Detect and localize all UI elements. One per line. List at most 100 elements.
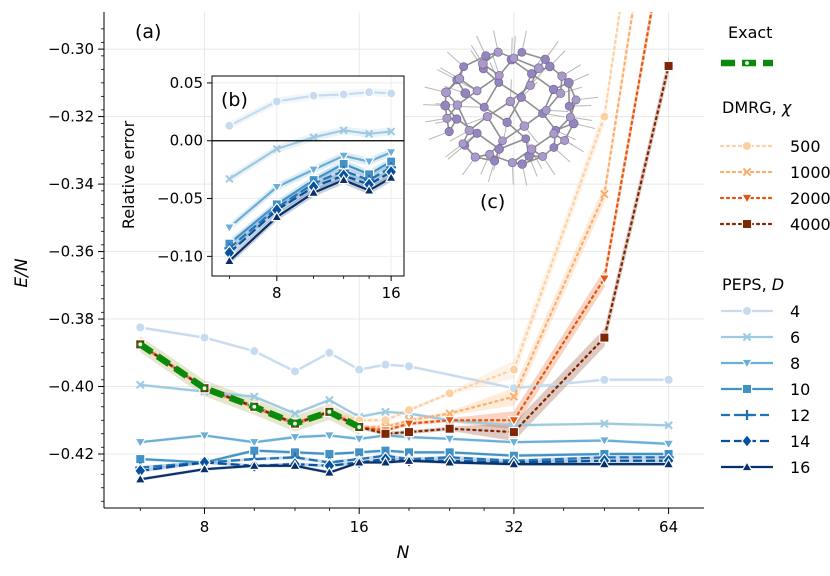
point-exact	[136, 341, 144, 348]
molecule-atom	[472, 86, 482, 96]
point-exact	[291, 420, 299, 427]
point-dmrg4000	[663, 60, 674, 72]
molecule-atom	[490, 156, 500, 166]
main-axes: 8 16 32 64 −0.30 −0.32 −0.34 −0.36 −0.38 −0.40 −0.…	[48, 12, 704, 536]
molecule-bond	[486, 116, 504, 142]
molecule-atom	[493, 47, 503, 57]
inset-series-peps6	[225, 126, 396, 183]
molecule-atom	[541, 105, 551, 115]
legend-label: 1000	[790, 163, 830, 182]
legend-marker	[740, 358, 754, 370]
y-tick-label: −0.30	[48, 40, 94, 58]
x-axis-label: N	[397, 543, 410, 563]
inset-y-tick-label: 0.05	[170, 74, 203, 92]
x-tick-label: 8	[200, 518, 210, 536]
inset-point-peps8	[385, 148, 398, 159]
molecule-atom	[494, 71, 504, 80]
inset-plot: 8 16 0.05 0.00 −0.05 −0.10 (b) Relative error	[119, 74, 405, 302]
point-peps10	[135, 453, 146, 465]
inset-band-peps16	[229, 173, 392, 265]
point-dmrg500	[508, 364, 520, 375]
y-tick-label: −0.32	[48, 108, 94, 126]
molecule-atom	[525, 80, 535, 90]
molecule-atom	[545, 61, 555, 72]
point-exact	[326, 408, 333, 416]
legend-label: 2000	[790, 189, 830, 208]
legend-entry-dmrg4000: 4000	[719, 215, 830, 234]
point-peps16	[443, 456, 456, 467]
point-dmrg4000	[380, 428, 391, 439]
point-peps10	[324, 448, 335, 460]
line-exact	[138, 341, 361, 430]
molecule-atom	[549, 129, 559, 139]
molecule-atom	[454, 74, 465, 84]
point-peps8	[248, 437, 261, 449]
point-dmrg500	[380, 415, 391, 426]
molecule-atom	[526, 144, 537, 154]
legend: Exact DMRG, χ 500 1000 2000 4000 PEPS, D 4 6 8 10 1…	[719, 23, 830, 477]
inset-point-peps8	[270, 182, 283, 194]
point-dmrg4000	[599, 332, 610, 343]
legend-title: Exact	[728, 23, 772, 42]
inset-line-peps12	[228, 166, 392, 250]
point-peps6	[135, 380, 145, 390]
legend-label: 8	[790, 354, 800, 373]
point-peps8	[662, 439, 675, 451]
y-tick-label: −0.36	[48, 243, 94, 261]
point-dmrg1000	[509, 392, 519, 401]
series-peps16	[134, 454, 675, 484]
legend-label: 500	[790, 137, 821, 156]
legend-label: 4000	[790, 215, 830, 234]
point-peps8	[353, 434, 366, 446]
molecule-atom	[549, 143, 559, 152]
x-tick-label: 64	[659, 518, 678, 536]
main-plot: 8 16 32 64 −0.30 −0.32 −0.34 −0.36 −0.38 −0.40 −0.…	[12, 12, 704, 563]
molecule-atom	[517, 47, 527, 57]
point-peps6	[600, 419, 609, 428]
molecule-bond	[483, 82, 500, 108]
point-dmrg1000	[445, 409, 454, 418]
legend-entry-peps8: 8	[721, 354, 800, 373]
point-peps10	[249, 445, 260, 456]
point-peps8	[288, 432, 302, 444]
legend-entry-peps12: 12	[721, 406, 810, 425]
legend-entry-peps14: 14	[721, 432, 810, 451]
legend-entry-peps10: 10	[721, 380, 810, 399]
legend-entry-peps16: 16	[721, 458, 810, 477]
point-peps16	[507, 457, 520, 469]
inset-band-peps8	[229, 148, 392, 232]
point-peps4	[353, 364, 365, 375]
inset-axes: 8 16 0.05 0.00 −0.05 −0.10	[157, 74, 405, 302]
line-peps6	[140, 383, 669, 427]
molecule-bond	[509, 101, 526, 127]
inset-point-peps6	[387, 127, 396, 136]
inset-point-peps6	[309, 133, 318, 142]
point-peps6	[325, 395, 334, 405]
legend-marker	[742, 332, 752, 342]
point-peps8	[198, 431, 211, 442]
legend-marker	[740, 460, 754, 472]
inset-point-peps4	[224, 120, 235, 131]
point-dmrg500	[403, 404, 415, 416]
point-peps16	[598, 457, 611, 469]
x-tick-label: 32	[504, 518, 523, 536]
inset-point-peps4	[386, 88, 397, 99]
inset-point-peps4	[271, 96, 282, 107]
molecule-atom	[502, 117, 512, 127]
line-dmrg4000	[139, 64, 670, 435]
point-peps16	[288, 459, 302, 471]
point-dmrg2000	[443, 415, 456, 427]
point-peps6	[290, 409, 300, 418]
legend-marker	[741, 433, 753, 449]
panel-label-a: (a)	[135, 21, 161, 43]
point-peps16	[662, 457, 675, 469]
point-peps16	[379, 456, 392, 467]
legend-marker	[741, 409, 753, 421]
inset-frame	[211, 75, 405, 277]
point-dmrg500	[444, 388, 455, 399]
legend-title: DMRG, χ	[722, 98, 792, 117]
point-exact	[201, 384, 208, 392]
panel-label-b: (b)	[221, 89, 248, 111]
molecule-atom	[516, 92, 526, 102]
